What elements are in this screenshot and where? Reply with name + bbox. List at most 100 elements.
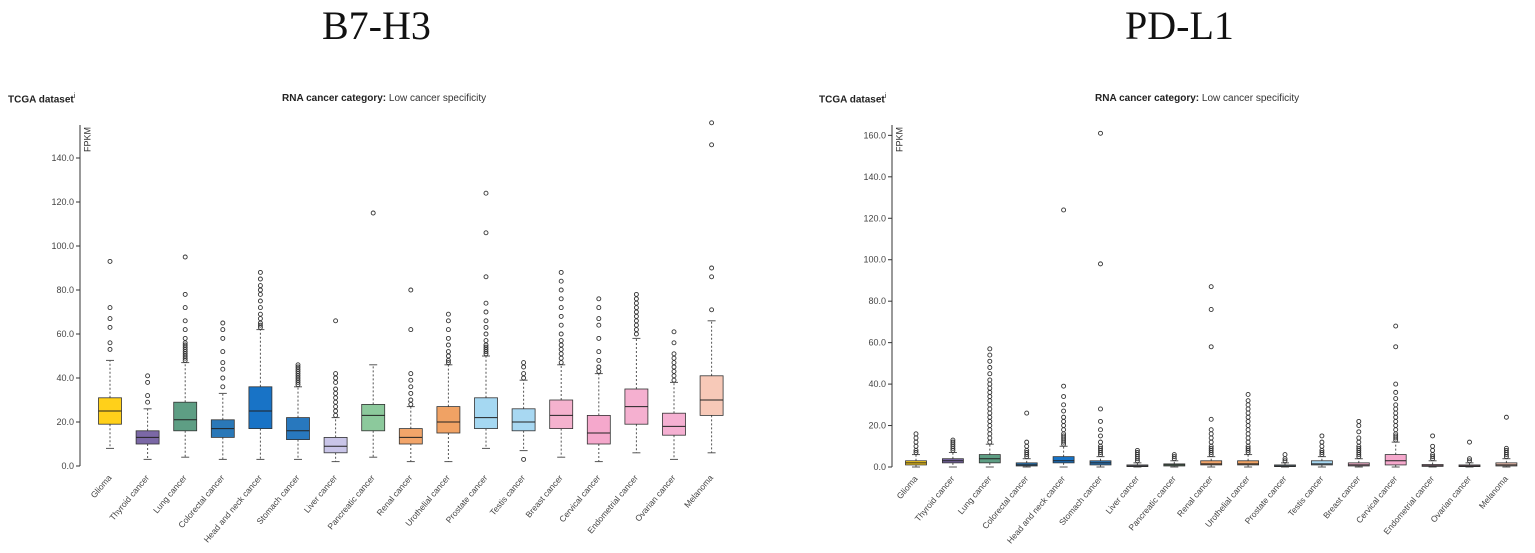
outlier-point [483,344,489,350]
outlier-point [709,307,715,313]
outlier-point [445,311,451,317]
outlier-point [1208,284,1214,290]
outlier-point [483,230,489,236]
outlier-point [145,393,151,399]
outlier-point [333,386,339,392]
outlier-point [1024,439,1030,445]
outlier-point [1319,439,1325,445]
outlier-point [1061,414,1067,420]
outlier-point [558,331,564,337]
y-tick-label: 80.0 [868,296,886,306]
info-icon[interactable]: i [73,93,76,100]
outlier-point [257,311,263,317]
b7h3-panel: B7-H3 TCGA dataseti RNA cancer category:… [8,3,724,544]
outlier-point [987,427,993,433]
outlier-point [408,377,414,383]
outlier-point [1393,381,1399,387]
box-cervical-cancer [1384,323,1407,468]
outlier-point [1208,416,1214,422]
outlier-point [1245,439,1251,445]
rna-category-value: Low cancer specificity [1201,93,1300,104]
box-liver-cancer [1126,447,1149,468]
outlier-point [1171,454,1177,460]
panel-title: PD-L1 [1125,3,1234,48]
outlier-point [950,439,956,445]
outlier-point [257,269,263,275]
outlier-point [521,360,527,366]
outlier-point [1134,450,1140,455]
box-iqr [323,436,348,454]
outlier-point [558,355,564,361]
outlier-point [1098,445,1103,451]
box-iqr [474,397,498,429]
x-category-label: Liver cancer [302,473,340,515]
outlier-point [182,327,188,333]
box-iqr [286,417,310,441]
outlier-point [1061,402,1067,408]
outlier-point [558,313,564,319]
box-melanoma [1495,414,1518,468]
outlier-point [1208,431,1214,437]
outlier-point [445,335,451,341]
box-ovarian-cancer [662,329,686,460]
outlier-point [671,373,677,379]
b7h3-boxplot: FPKM 0.0 20.0 40.0 60.0 80.0 100.0 120.0 140.0 Gl… [51,120,724,544]
y-tick-label: 160.0 [863,130,886,140]
outlier-point [1430,454,1436,460]
box-melanoma [699,120,724,454]
x-category-label: Breast cancer [523,473,564,520]
outlier-point [1393,423,1399,428]
outlier-point [220,375,226,381]
outlier-point [1208,435,1214,441]
y-tick-label: 140.0 [51,153,74,163]
outlier-point [483,274,489,280]
y-tick-label: 140.0 [863,172,886,182]
box-iqr [699,375,724,416]
outlier-point [107,340,113,346]
x-category-label: Lung cancer [151,473,189,515]
outlier-point [558,269,564,275]
outlier-point [408,287,414,293]
y-tick-label: 100.0 [51,241,74,251]
outlier-point [987,394,993,399]
box-prostate-cancer [1274,452,1296,468]
outlier-point [257,305,263,311]
outlier-point [1208,439,1214,445]
outlier-point [1356,439,1362,445]
outlier-point [333,404,339,410]
outlier-point [1245,410,1251,416]
x-category-label: Ovarian cancer [633,473,678,524]
outlier-point [483,309,489,315]
outlier-point [558,346,564,352]
y-tick-label: 60.0 [56,329,74,339]
outlier-point [671,340,677,346]
outlier-point [1467,458,1472,464]
outlier-point [1245,402,1251,408]
outlier-point [558,360,564,366]
outlier-point [1098,406,1103,412]
outlier-point [709,142,715,148]
y-tick-label: 20.0 [868,421,886,431]
box-iqr [398,428,423,445]
outlier-point [408,390,414,396]
outlier-point [107,316,113,322]
outlier-point [1061,423,1067,428]
y-axis-unit-label: FPKM [894,127,904,152]
outlier-point [483,318,489,324]
outlier-point [1098,130,1103,136]
outlier-point [1393,410,1399,416]
outlier-point [220,327,226,333]
outlier-point [1208,307,1214,312]
box-lung-cancer [978,346,1001,468]
outlier-point [1356,445,1362,451]
outlier-point [1024,450,1030,455]
outlier-point [633,327,639,333]
box-iqr [1200,460,1223,466]
x-category-label: Melanoma [1477,474,1510,511]
box-iqr [248,386,273,429]
outlier-point [709,265,715,271]
outlier-point [987,389,993,395]
outlier-point [1208,445,1214,451]
info-icon[interactable]: i [884,93,887,100]
outlier-point [1061,383,1067,389]
